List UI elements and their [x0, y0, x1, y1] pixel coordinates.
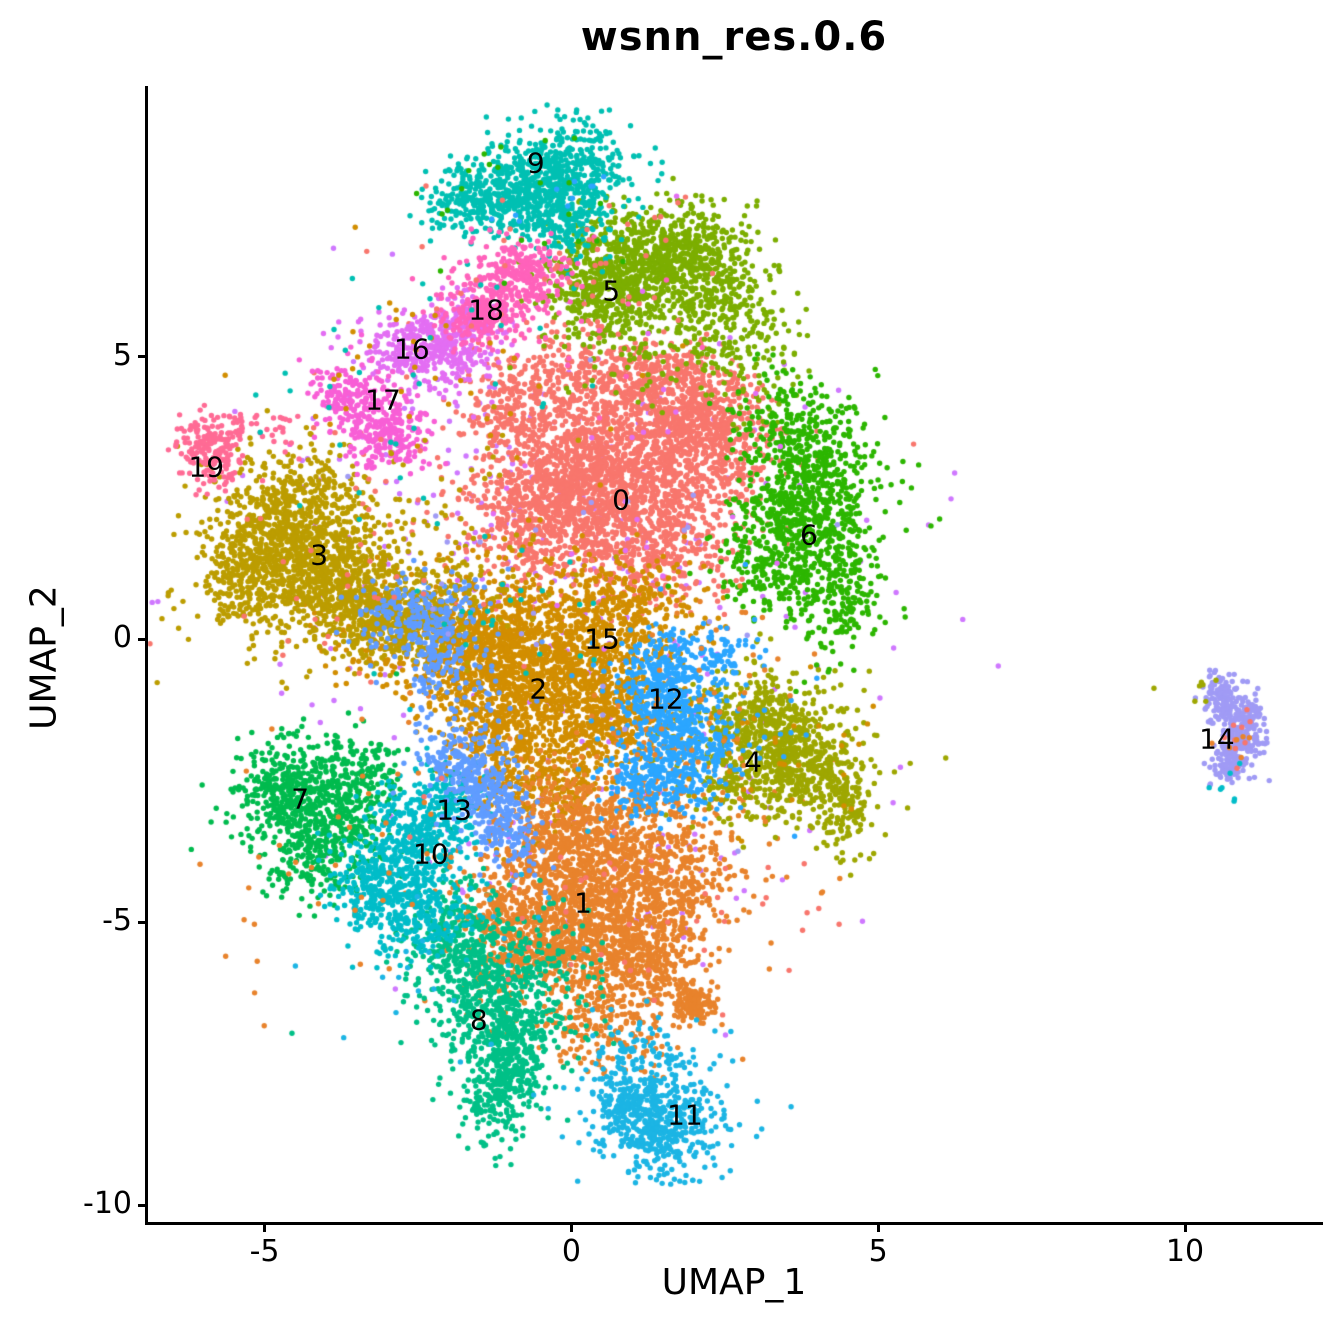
x-tick-label: 0 — [561, 1234, 581, 1269]
cluster-label-13: 13 — [436, 793, 473, 827]
cluster-label-9: 9 — [526, 146, 545, 180]
cluster-label-5: 5 — [602, 274, 621, 308]
cluster-label-8: 8 — [469, 1003, 488, 1037]
y-axis-title: UMAP_2 — [23, 585, 65, 730]
cluster-label-0: 0 — [612, 483, 631, 517]
cluster-label-16: 16 — [394, 332, 430, 366]
x-tick-mark — [1183, 1222, 1187, 1232]
y-axis-line — [145, 86, 148, 1225]
x-tick-label: -5 — [249, 1234, 280, 1269]
cluster-label-14: 14 — [1199, 722, 1235, 756]
cluster-label-1: 1 — [574, 886, 592, 920]
cluster-label-19: 19 — [188, 450, 225, 484]
cluster-label-15: 15 — [584, 622, 620, 656]
y-tick-label: -5 — [102, 903, 132, 939]
x-tick-mark — [263, 1222, 267, 1232]
cluster-label-17: 17 — [365, 383, 401, 417]
cluster-label-7: 7 — [291, 782, 310, 816]
x-tick-label: 5 — [868, 1234, 888, 1269]
x-axis-line — [145, 1222, 1323, 1225]
plot-title: wsnn_res.0.6 — [580, 14, 888, 60]
cluster-label-4: 4 — [744, 745, 762, 779]
y-tick-mark — [138, 1203, 148, 1207]
x-tick-label: 10 — [1165, 1234, 1205, 1269]
cluster-label-12: 12 — [648, 682, 684, 716]
x-axis-title: UMAP_1 — [661, 1262, 807, 1303]
cluster-label-3: 3 — [310, 538, 329, 572]
cluster-label-11: 11 — [667, 1098, 703, 1132]
x-tick-mark — [569, 1222, 573, 1232]
y-tick-mark — [138, 920, 148, 924]
y-tick-label: 5 — [112, 337, 132, 373]
cluster-label-10: 10 — [413, 837, 449, 871]
cluster-label-6: 6 — [799, 518, 818, 552]
y-tick-label: -10 — [83, 1186, 132, 1222]
y-tick-mark — [138, 355, 148, 359]
y-tick-mark — [138, 637, 148, 641]
y-tick-label: 0 — [112, 620, 132, 656]
cluster-label-18: 18 — [468, 293, 504, 327]
x-tick-mark — [876, 1222, 880, 1232]
cluster-label-2: 2 — [529, 672, 548, 706]
